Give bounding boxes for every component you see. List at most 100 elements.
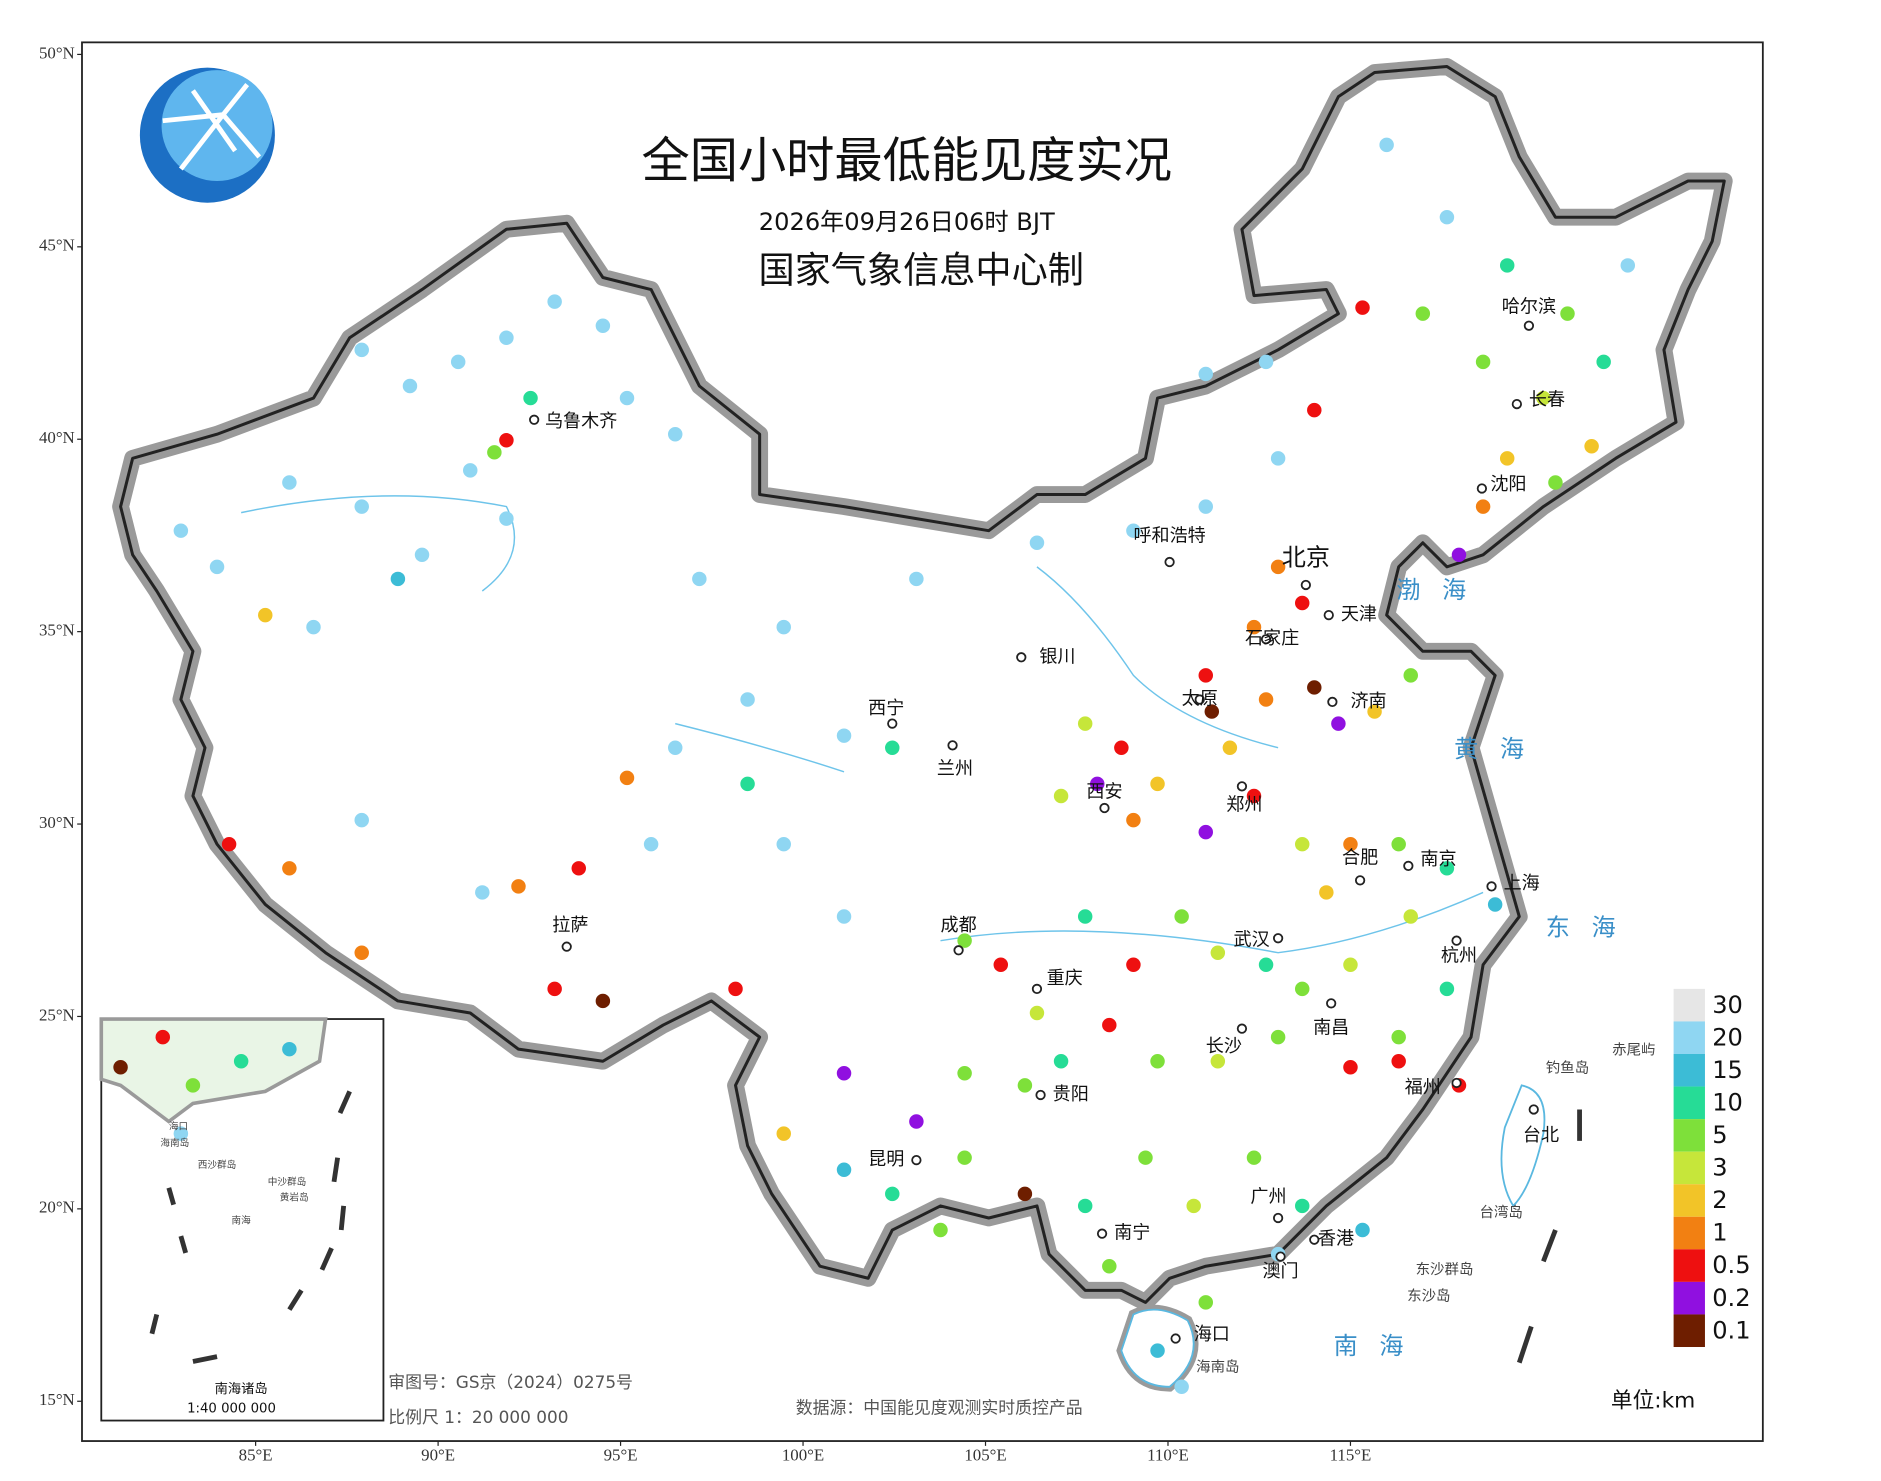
station bbox=[1102, 1258, 1117, 1274]
station bbox=[1560, 306, 1575, 321]
station bbox=[1186, 1198, 1201, 1214]
city-label: 北京 bbox=[1282, 543, 1330, 571]
station bbox=[155, 1029, 171, 1045]
station bbox=[1391, 836, 1406, 852]
city-label: 呼和浩特 bbox=[1133, 526, 1205, 547]
city-marker bbox=[947, 740, 958, 751]
inset-label: 黄岩岛 bbox=[280, 1191, 309, 1203]
station bbox=[282, 861, 297, 876]
city-label: 西安 bbox=[1086, 781, 1122, 802]
station bbox=[957, 933, 972, 948]
legend-swatch bbox=[1673, 1054, 1705, 1087]
lat-tick-label: 20°N bbox=[39, 1198, 75, 1217]
city-marker bbox=[1511, 398, 1522, 410]
inset-title: 南海诸岛 bbox=[215, 1381, 268, 1397]
station bbox=[523, 390, 538, 406]
city-label: 南京 bbox=[1420, 849, 1456, 870]
station bbox=[1029, 535, 1045, 550]
city-label: 重庆 bbox=[1047, 968, 1083, 989]
city-marker bbox=[953, 945, 964, 956]
station bbox=[306, 619, 321, 635]
taiwan-coast bbox=[1500, 1084, 1546, 1208]
city-marker bbox=[1323, 609, 1334, 621]
station bbox=[619, 770, 635, 786]
station bbox=[667, 427, 683, 442]
city-label: 贵阳 bbox=[1053, 1084, 1089, 1105]
legend-swatch bbox=[1673, 1314, 1705, 1348]
city-marker bbox=[887, 718, 898, 729]
city-marker bbox=[1486, 881, 1497, 892]
station bbox=[1620, 258, 1636, 273]
title: 全国小时最低能见度实况 bbox=[642, 133, 1172, 189]
station bbox=[282, 475, 297, 490]
city-label: 昆明 bbox=[868, 1149, 904, 1170]
station bbox=[776, 1126, 791, 1141]
station bbox=[1077, 1198, 1093, 1214]
station bbox=[1210, 1054, 1226, 1069]
station bbox=[354, 945, 369, 960]
station bbox=[1270, 451, 1286, 466]
station bbox=[547, 294, 562, 309]
legend-swatch bbox=[1673, 988, 1705, 1022]
map-scale: 比例尺 1：20 000 000 bbox=[388, 1407, 568, 1427]
city-label: 哈尔滨 bbox=[1502, 297, 1556, 318]
legend-label: 10 bbox=[1712, 1088, 1743, 1116]
station bbox=[1343, 1060, 1358, 1075]
data-source: 数据源：中国能见度观测实时质控产品 bbox=[796, 1397, 1083, 1417]
station bbox=[836, 1066, 852, 1081]
station bbox=[499, 330, 514, 346]
station bbox=[728, 981, 743, 997]
station bbox=[667, 740, 683, 755]
legend-swatch bbox=[1673, 1249, 1705, 1282]
lon-tick-label: 100°E bbox=[782, 1446, 824, 1465]
station bbox=[836, 728, 852, 743]
city-label: 济南 bbox=[1350, 691, 1386, 712]
city-marker bbox=[1327, 696, 1338, 708]
city-label: 成都 bbox=[941, 915, 977, 936]
station bbox=[1053, 1054, 1069, 1069]
city-label: 兰州 bbox=[937, 758, 973, 779]
station bbox=[1174, 909, 1189, 924]
island-label: 台湾岛 bbox=[1479, 1204, 1522, 1221]
station bbox=[463, 463, 478, 478]
sea-label: 渤海 bbox=[1396, 576, 1488, 604]
city-marker bbox=[1275, 1251, 1286, 1262]
station bbox=[1403, 668, 1418, 683]
station bbox=[1451, 547, 1467, 563]
station bbox=[643, 836, 659, 852]
legend-swatch bbox=[1673, 1086, 1705, 1120]
city-label: 沈阳 bbox=[1490, 474, 1526, 495]
station bbox=[475, 885, 490, 900]
station bbox=[1487, 897, 1503, 912]
station bbox=[1536, 390, 1551, 406]
city-marker bbox=[1476, 483, 1488, 494]
station bbox=[1355, 300, 1370, 315]
city-label: 拉萨 bbox=[552, 915, 588, 936]
station bbox=[571, 861, 587, 876]
city-label: 南宁 bbox=[1114, 1223, 1150, 1244]
legend-label: 0.1 bbox=[1712, 1316, 1750, 1344]
island-label: 钓鱼岛 bbox=[1546, 1058, 1589, 1076]
station bbox=[909, 1114, 924, 1129]
station bbox=[1150, 1343, 1165, 1358]
station bbox=[1150, 1054, 1165, 1069]
station bbox=[282, 1041, 297, 1057]
lat-tick-label: 50°N bbox=[39, 43, 75, 62]
city-label: 南昌 bbox=[1313, 1018, 1349, 1039]
station bbox=[1499, 451, 1515, 466]
station bbox=[1391, 1029, 1406, 1045]
station bbox=[1246, 788, 1262, 804]
city-label: 合肥 bbox=[1342, 848, 1378, 869]
station bbox=[1439, 981, 1455, 997]
station bbox=[1270, 1029, 1286, 1045]
station bbox=[1077, 909, 1093, 924]
station bbox=[692, 571, 707, 587]
station bbox=[1355, 1222, 1370, 1238]
city-marker bbox=[1528, 1104, 1539, 1115]
station bbox=[414, 547, 430, 563]
island-label: 东沙群岛 bbox=[1416, 1261, 1474, 1278]
city-label: 银川 bbox=[1039, 646, 1075, 667]
station bbox=[1379, 137, 1394, 153]
island-label: 东沙岛 bbox=[1407, 1287, 1450, 1304]
station bbox=[1204, 704, 1220, 719]
